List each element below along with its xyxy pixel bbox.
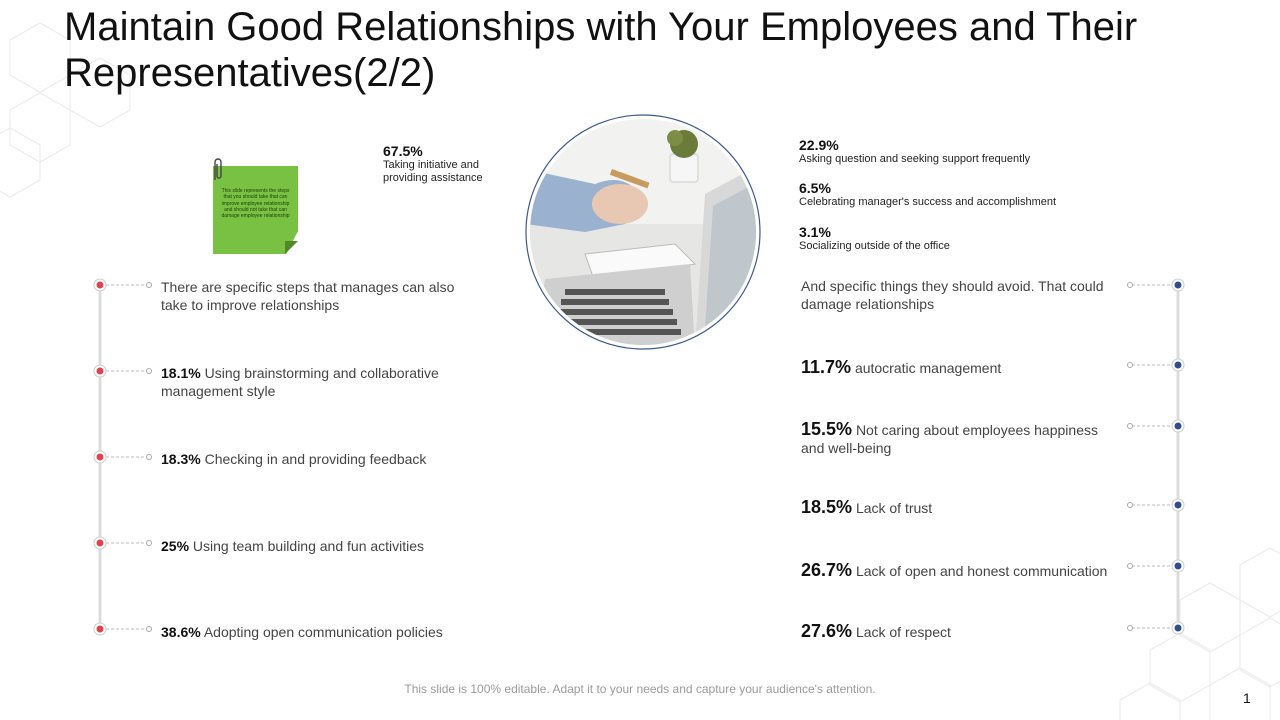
timeline-node [93, 278, 152, 292]
item-text: Lack of trust [855, 500, 933, 516]
left-intro: There are specific steps that manages ca… [161, 279, 455, 313]
item-percent: 25% [161, 538, 190, 554]
list-item: 27.6% Lack of respect [801, 622, 1121, 641]
item-percent: 18.1% [161, 365, 201, 381]
item-percent: 27.6% [801, 621, 853, 641]
top-right-stat: 22.9% Asking question and seeking suppor… [799, 137, 1119, 166]
list-item: 11.7% autocratic management [801, 358, 1121, 377]
top-right-stat: 3.1% Socializing outside of the office [799, 224, 1119, 253]
stat-percent: 3.1% [799, 224, 831, 240]
footer-note: This slide is 100% editable. Adapt it to… [404, 682, 876, 696]
right-intro: And specific things they should avoid. T… [801, 278, 1104, 312]
top-left-stat: 67.5% Taking initiative and providing as… [383, 143, 503, 185]
stat-description: Taking initiative and providing assistan… [383, 159, 483, 184]
stat-description: Asking question and seeking support freq… [799, 153, 1031, 165]
item-text: Lack of respect [855, 624, 951, 640]
item-text: Lack of open and honest communication [855, 563, 1108, 579]
page-number: 1 [1243, 690, 1251, 706]
paperclip-icon [214, 158, 222, 180]
item-text: Checking in and providing feedback [204, 451, 427, 467]
item-text: Using brainstorming and collaborative ma… [161, 365, 439, 399]
item-percent: 18.5% [801, 497, 853, 517]
timeline-node [1127, 621, 1185, 635]
page-title: Maintain Good Relationships with Your Em… [64, 5, 1138, 95]
item-text: Not caring about employees happiness and… [801, 422, 1098, 456]
item-text: autocratic management [854, 360, 1002, 376]
item-percent: 11.7% [801, 357, 852, 377]
timeline-node [1127, 419, 1185, 433]
timeline-node [93, 364, 152, 378]
timeline-node [93, 536, 152, 550]
top-right-stat: 6.5% Celebrating manager's success and a… [799, 180, 1119, 209]
item-text: Adopting open communication policies [203, 624, 443, 640]
timeline-node [93, 622, 152, 636]
laptop-desk-photo [525, 114, 761, 350]
left-timeline [93, 278, 152, 636]
list-item: 26.7% Lack of open and honest communicat… [801, 561, 1121, 580]
list-item: 18.1% Using brainstorming and collaborat… [161, 364, 471, 400]
item-percent: 15.5% [801, 419, 853, 439]
right-timeline [1127, 278, 1185, 635]
item-text: Using team building and fun activities [192, 538, 425, 554]
stat-percent: 22.9% [799, 137, 839, 153]
timeline-node [1127, 278, 1185, 292]
item-percent: 38.6% [161, 624, 201, 640]
timeline-node [93, 450, 152, 464]
timeline-node [1127, 358, 1185, 372]
list-item: 18.5% Lack of trust [801, 498, 1121, 517]
list-item: 18.3% Checking in and providing feedback [161, 450, 471, 468]
stat-description: Socializing outside of the office [799, 240, 950, 252]
list-item: 15.5% Not caring about employees happine… [801, 420, 1121, 457]
stat-percent: 67.5% [383, 143, 423, 159]
sticky-note-text: This slide represents the steps that you… [221, 188, 290, 220]
item-percent: 18.3% [161, 451, 201, 467]
timeline-node [1127, 498, 1185, 512]
item-percent: 26.7% [801, 560, 853, 580]
list-item: 38.6% Adopting open communication polici… [161, 623, 471, 641]
stat-description: Celebrating manager's success and accomp… [799, 196, 1057, 208]
sticky-note [213, 166, 298, 254]
stat-percent: 6.5% [799, 180, 831, 196]
timeline-node [1127, 559, 1185, 573]
list-item: 25% Using team building and fun activiti… [161, 537, 471, 555]
